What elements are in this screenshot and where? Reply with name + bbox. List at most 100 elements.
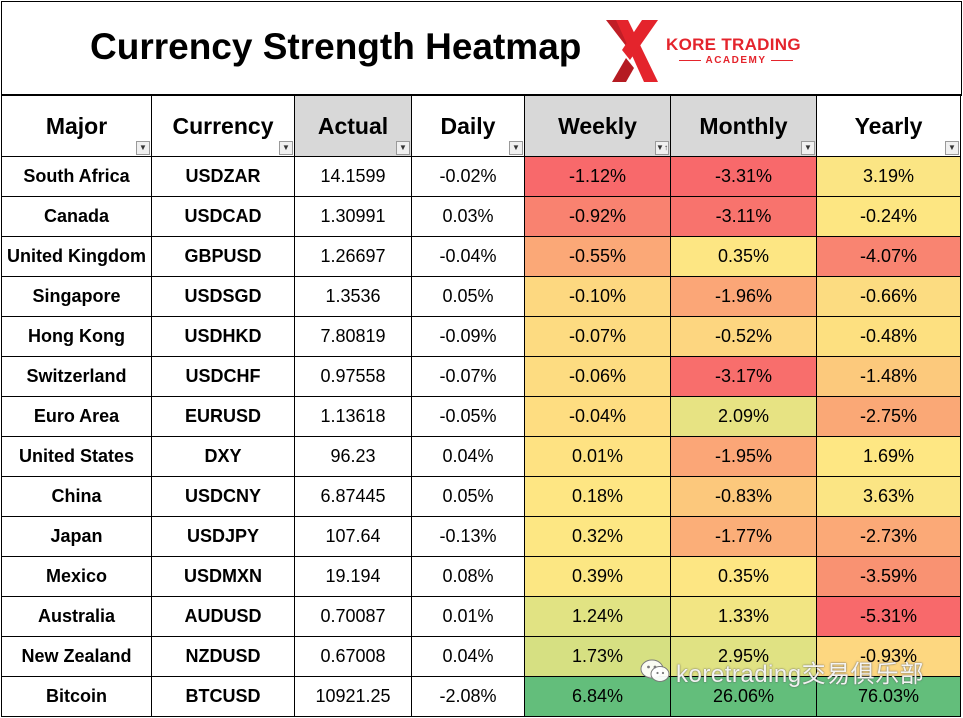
- daily-cell: 0.04%: [411, 636, 525, 677]
- currency-cell: USDHKD: [151, 316, 295, 357]
- table-row: Hong Kong USDHKD 7.80819 -0.09% -0.07% -0.52%…: [1, 316, 961, 357]
- header-monthly: Monthly ▼: [670, 95, 817, 157]
- actual-cell: 1.3536: [294, 276, 412, 317]
- header-currency: Currency ▼: [151, 95, 295, 157]
- yearly-cell: -2.73%: [816, 516, 961, 557]
- actual-cell: 14.1599: [294, 156, 412, 197]
- currency-cell: USDCAD: [151, 196, 295, 237]
- daily-cell: 0.08%: [411, 556, 525, 597]
- weekly-cell: -0.04%: [524, 396, 671, 437]
- weekly-cell: 0.01%: [524, 436, 671, 477]
- daily-cell: -2.08%: [411, 676, 525, 717]
- filter-dropdown-icon[interactable]: ▼: [945, 141, 959, 155]
- logo-academy-label: ACADEMY: [705, 55, 767, 66]
- weekly-cell: 1.73%: [524, 636, 671, 677]
- currency-cell: NZDUSD: [151, 636, 295, 677]
- monthly-cell: -3.11%: [670, 196, 817, 237]
- yearly-cell: 1.69%: [816, 436, 961, 477]
- monthly-cell: -0.83%: [670, 476, 817, 517]
- yearly-cell: -1.48%: [816, 356, 961, 397]
- table-row: Australia AUDUSD 0.70087 0.01% 1.24% 1.33% -5.…: [1, 596, 961, 637]
- actual-cell: 10921.25: [294, 676, 412, 717]
- table-row: Switzerland USDCHF 0.97558 -0.07% -0.06% -3.1…: [1, 356, 961, 397]
- major-cell: Euro Area: [1, 396, 152, 437]
- monthly-cell: 26.06%: [670, 676, 817, 717]
- monthly-cell: -1.95%: [670, 436, 817, 477]
- table-row: Japan USDJPY 107.64 -0.13% 0.32% -1.77% -2.73%: [1, 516, 961, 557]
- daily-cell: 0.05%: [411, 276, 525, 317]
- weekly-cell: 1.24%: [524, 596, 671, 637]
- monthly-cell: 0.35%: [670, 556, 817, 597]
- actual-cell: 6.87445: [294, 476, 412, 517]
- weekly-cell: -1.12%: [524, 156, 671, 197]
- yearly-cell: -3.59%: [816, 556, 961, 597]
- filter-dropdown-icon[interactable]: ▼: [801, 141, 815, 155]
- major-cell: South Africa: [1, 156, 152, 197]
- actual-cell: 0.97558: [294, 356, 412, 397]
- daily-cell: 0.01%: [411, 596, 525, 637]
- daily-cell: 0.03%: [411, 196, 525, 237]
- yearly-cell: -0.24%: [816, 196, 961, 237]
- daily-cell: -0.02%: [411, 156, 525, 197]
- header-label: Daily: [440, 112, 496, 139]
- major-cell: Canada: [1, 196, 152, 237]
- yearly-cell: -0.66%: [816, 276, 961, 317]
- daily-cell: -0.04%: [411, 236, 525, 277]
- actual-cell: 19.194: [294, 556, 412, 597]
- major-cell: United States: [1, 436, 152, 477]
- monthly-cell: 0.35%: [670, 236, 817, 277]
- weekly-cell: 0.18%: [524, 476, 671, 517]
- table-row: South Africa USDZAR 14.1599 -0.02% -1.12% -3.…: [1, 156, 961, 197]
- currency-cell: AUDUSD: [151, 596, 295, 637]
- currency-cell: USDJPY: [151, 516, 295, 557]
- header-label: Yearly: [854, 112, 923, 139]
- major-cell: Japan: [1, 516, 152, 557]
- currency-cell: GBPUSD: [151, 236, 295, 277]
- currency-cell: USDCNY: [151, 476, 295, 517]
- header-yearly: Yearly ▼: [816, 95, 961, 157]
- currency-cell: USDZAR: [151, 156, 295, 197]
- table-row: Euro Area EURUSD 1.13618 -0.05% -0.04% 2.09% -…: [1, 396, 961, 437]
- currency-cell: BTCUSD: [151, 676, 295, 717]
- weekly-cell: 0.39%: [524, 556, 671, 597]
- filter-dropdown-icon[interactable]: ▼: [136, 141, 150, 155]
- logo-text-secondary: ACADEMY: [666, 55, 806, 66]
- table-row: Singapore USDSGD 1.3536 0.05% -0.10% -1.96% -0…: [1, 276, 961, 317]
- table-row: Bitcoin BTCUSD 10921.25 -2.08% 6.84% 26.06% 76…: [1, 676, 961, 717]
- header-label: Currency: [172, 112, 274, 139]
- filter-dropdown-icon[interactable]: ▼: [279, 141, 293, 155]
- yearly-cell: 3.19%: [816, 156, 961, 197]
- actual-cell: 1.30991: [294, 196, 412, 237]
- currency-cell: EURUSD: [151, 396, 295, 437]
- yearly-cell: -4.07%: [816, 236, 961, 277]
- monthly-cell: 1.33%: [670, 596, 817, 637]
- sort-descending-icon[interactable]: ▼↑: [655, 141, 669, 155]
- page-title: Currency Strength Heatmap: [90, 26, 582, 67]
- header-label: Major: [45, 112, 108, 139]
- yearly-cell: -0.48%: [816, 316, 961, 357]
- currency-cell: DXY: [151, 436, 295, 477]
- daily-cell: -0.07%: [411, 356, 525, 397]
- weekly-cell: 0.32%: [524, 516, 671, 557]
- kore-x-logo-icon: [606, 20, 658, 82]
- major-cell: Australia: [1, 596, 152, 637]
- filter-dropdown-icon[interactable]: ▼: [509, 141, 523, 155]
- header-daily: Daily ▼: [411, 95, 525, 157]
- actual-cell: 0.70087: [294, 596, 412, 637]
- yearly-cell: -0.93%: [816, 636, 961, 677]
- major-cell: Mexico: [1, 556, 152, 597]
- kore-trading-logo: KORE TRADING ACADEMY: [606, 20, 816, 82]
- major-cell: Singapore: [1, 276, 152, 317]
- monthly-cell: -3.17%: [670, 356, 817, 397]
- actual-cell: 0.67008: [294, 636, 412, 677]
- filter-dropdown-icon[interactable]: ▼: [396, 141, 410, 155]
- monthly-cell: -3.31%: [670, 156, 817, 197]
- heatmap-table: Major ▼ Currency ▼ Actual ▼ Daily ▼ Weekly ▼↑…: [1, 95, 961, 717]
- weekly-cell: 6.84%: [524, 676, 671, 717]
- header-label: Monthly: [699, 112, 788, 139]
- header-weekly: Weekly ▼↑: [524, 95, 671, 157]
- actual-cell: 1.13618: [294, 396, 412, 437]
- weekly-cell: -0.10%: [524, 276, 671, 317]
- table-row: China USDCNY 6.87445 0.05% 0.18% -0.83% 3.63%: [1, 476, 961, 517]
